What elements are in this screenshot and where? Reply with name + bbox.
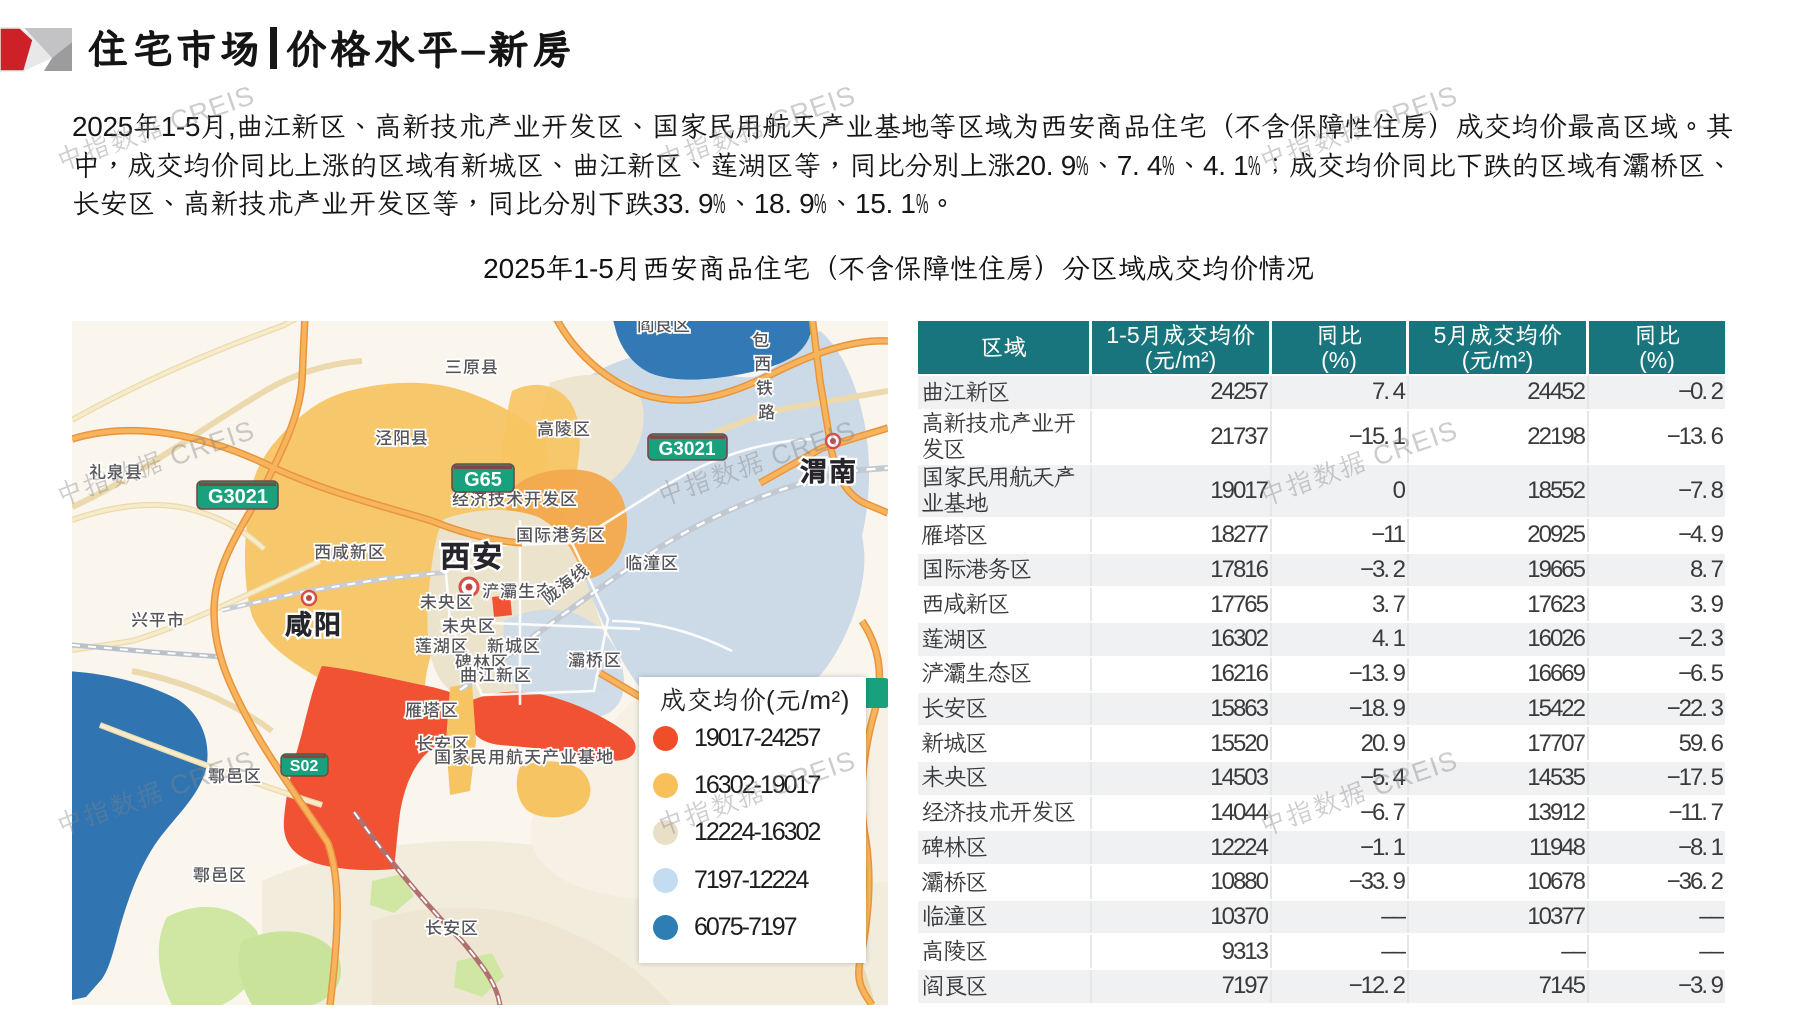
- svg-text:国际港务区: 国际港务区: [516, 521, 606, 546]
- svg-text:灞桥区: 灞桥区: [568, 646, 622, 671]
- svg-text:S02: S02: [290, 758, 319, 775]
- svg-text:西安: 西安: [440, 532, 504, 576]
- svg-text:未央区: 未央区: [419, 588, 474, 613]
- svg-text:G65: G65: [464, 469, 502, 491]
- svg-text:铁: 铁: [756, 374, 774, 399]
- svg-text:泾阳县: 泾阳县: [375, 424, 429, 449]
- svg-text:鄠邑区: 鄠邑区: [208, 762, 262, 787]
- svg-text:经济技术开发区: 经济技术开发区: [452, 485, 578, 510]
- svg-text:新城区: 新城区: [487, 632, 541, 657]
- svg-text:三原县: 三原县: [445, 353, 499, 378]
- svg-text:临潼区: 临潼区: [625, 549, 679, 574]
- svg-text:鄠邑区: 鄠邑区: [193, 861, 247, 886]
- svg-text:包: 包: [752, 326, 770, 351]
- svg-text:G3021: G3021: [208, 486, 268, 508]
- svg-text:咸阳: 咸阳: [285, 603, 343, 642]
- svg-text:浐灞生态: 浐灞生态: [482, 577, 554, 602]
- svg-text:曲江新区: 曲江新区: [460, 661, 532, 686]
- svg-text:雁塔区: 雁塔区: [405, 696, 459, 721]
- svg-text:长安区: 长安区: [416, 730, 470, 755]
- svg-text:路: 路: [758, 398, 776, 423]
- svg-text:G3021: G3021: [658, 439, 715, 460]
- svg-text:渭南: 渭南: [799, 450, 858, 489]
- svg-text:未央区: 未央区: [441, 612, 496, 637]
- svg-text:阎良区: 阎良区: [637, 321, 691, 336]
- svg-text:长安区: 长安区: [425, 914, 479, 939]
- svg-text:国家民用航天产业基地: 国家民用航天产业基地: [434, 743, 614, 768]
- svg-text:兴平市: 兴平市: [131, 606, 185, 631]
- svg-text:西咸新区: 西咸新区: [314, 538, 386, 563]
- svg-text:西: 西: [754, 350, 772, 375]
- svg-text:礼泉县: 礼泉县: [89, 458, 143, 483]
- svg-text:高陵区: 高陵区: [537, 415, 591, 440]
- svg-text:莲湖区: 莲湖区: [415, 632, 469, 657]
- svg-text:碑林区: 碑林区: [455, 648, 509, 673]
